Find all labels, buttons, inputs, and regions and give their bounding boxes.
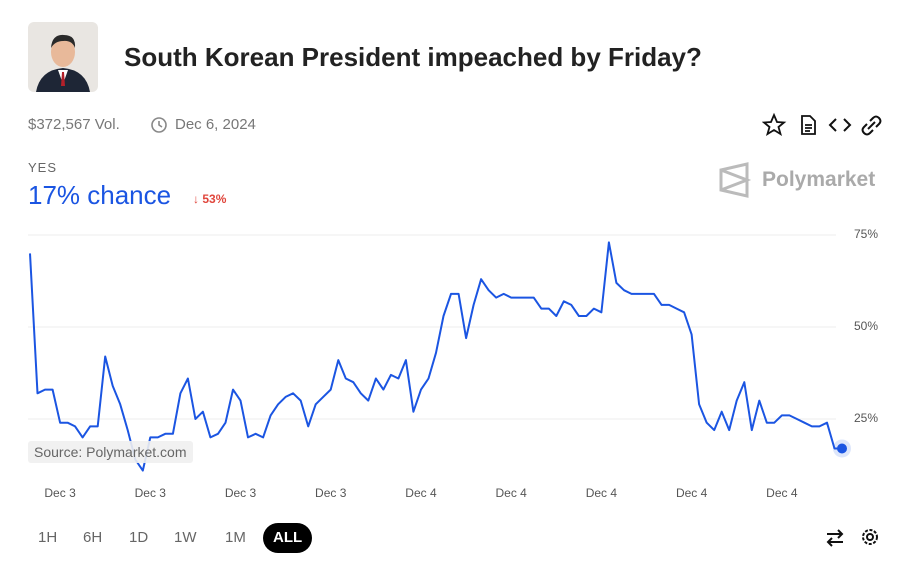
x-tick-label: Dec 4	[766, 486, 798, 500]
x-tick-label: Dec 4	[496, 486, 528, 500]
action-icons[interactable]	[762, 112, 888, 138]
price-line	[29, 241, 842, 472]
outcome-label: YES	[28, 160, 58, 175]
range-button[interactable]: 1M	[225, 529, 246, 546]
embed-icon[interactable]	[828, 118, 852, 132]
clock-icon	[151, 117, 167, 133]
x-tick-label: Dec 4	[676, 486, 708, 500]
volume: $372,567 Vol.	[28, 116, 120, 133]
document-icon[interactable]	[801, 115, 816, 135]
change: ↓ 53%	[193, 192, 227, 206]
brand-logo	[719, 162, 752, 198]
y-tick-label: 75%	[854, 227, 878, 241]
range-button[interactable]: 6H	[83, 529, 103, 546]
chance: 17% chance	[28, 180, 172, 210]
y-tick-label: 25%	[854, 411, 878, 425]
settings-icon[interactable]	[862, 529, 878, 545]
change-value: 53%	[202, 192, 227, 206]
x-tick-label: Dec 3	[44, 486, 76, 500]
market-title: South Korean President impeached by Frid…	[124, 42, 702, 72]
x-tick-label: Dec 3	[315, 486, 347, 500]
current-point	[837, 443, 847, 454]
avatar	[28, 22, 98, 92]
x-tick-label: Dec 3	[225, 486, 257, 500]
swap-icon[interactable]	[826, 529, 844, 547]
link-icon[interactable]	[861, 115, 882, 136]
end-date: Dec 6, 2024	[175, 116, 256, 133]
star-icon[interactable]	[762, 112, 787, 136]
chart-controls[interactable]	[824, 526, 890, 550]
range-button[interactable]: 1D	[129, 529, 149, 546]
source: Source: Polymarket.com	[28, 441, 193, 463]
range-button[interactable]: ALL	[263, 523, 313, 553]
y-tick-label: 50%	[854, 319, 878, 333]
x-tick-label: Dec 3	[135, 486, 167, 500]
range-button[interactable]: 1W	[174, 529, 197, 546]
x-tick-label: Dec 4	[405, 486, 437, 500]
x-tick-label: Dec 4	[586, 486, 618, 500]
range-button[interactable]: 1H	[38, 529, 58, 546]
brand-name: Polymarket	[762, 168, 876, 191]
